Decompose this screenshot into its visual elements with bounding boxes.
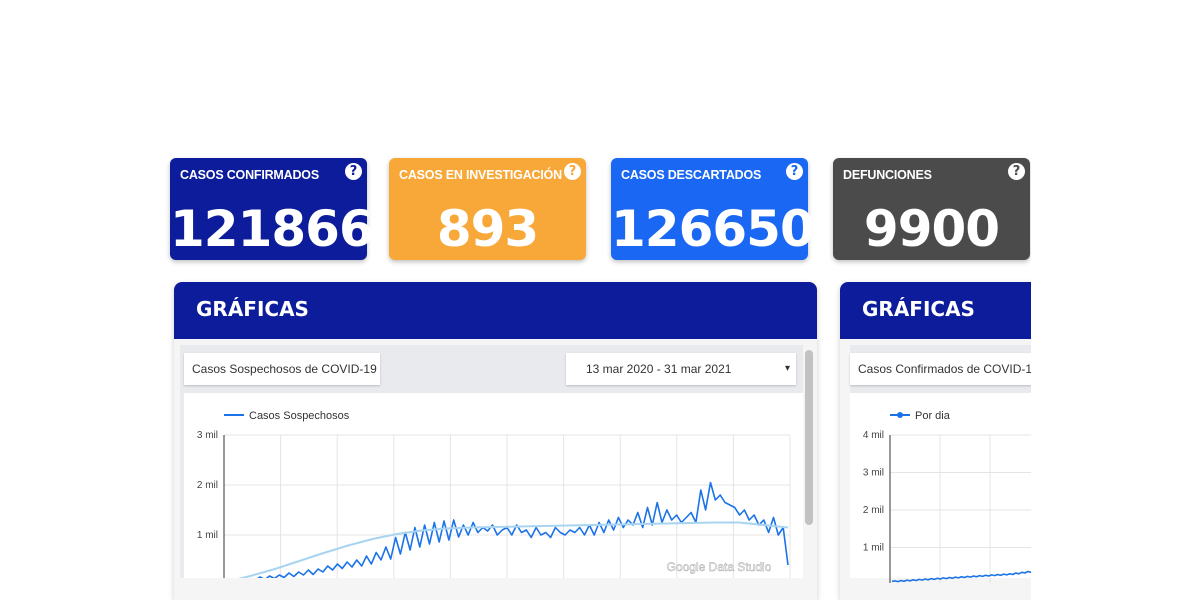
help-icon[interactable]: ? xyxy=(786,163,803,180)
y-tick-label: 2 mil xyxy=(863,505,884,516)
help-icon[interactable]: ? xyxy=(345,163,362,180)
investigation-cases-card: CASOS EN INVESTIGACIÓN ? 893 xyxy=(389,158,586,260)
investigation-cases-value: 893 xyxy=(436,200,539,258)
data-studio-embed: Casos Confirmados de COVID-19 4 mil 3 mil… xyxy=(850,345,1040,583)
confirmed-cases-title: CASOS CONFIRMADOS xyxy=(180,168,319,182)
chart-area: 3 mil 2 mil 1 mil Casos Sospechosos Google D… xyxy=(184,393,803,584)
chevron-down-icon: ▾ xyxy=(784,363,790,374)
confirmed-cases-value: 121866 xyxy=(170,200,374,258)
scrollbar[interactable] xyxy=(805,350,813,525)
chart-area: 4 mil 3 mil 2 mil 1 mil Por dia xyxy=(850,393,1040,583)
panel-footer xyxy=(174,578,817,600)
panel-title: GRÁFICAS xyxy=(174,282,817,339)
chart-selector[interactable]: Casos Confirmados de COVID-19 xyxy=(850,353,1040,385)
charts-panel-suspected: GRÁFICAS Casos Sospechosos de COVID-19 1… xyxy=(174,282,817,600)
y-tick-label: 4 mil xyxy=(863,430,884,441)
chart-selector[interactable]: Casos Sospechosos de COVID-19 xyxy=(184,353,380,385)
y-tick-label: 3 mil xyxy=(863,468,884,479)
page-background xyxy=(1031,0,1200,600)
charts-panel-confirmed: GRÁFICAS Casos Confirmados de COVID-19 4… xyxy=(840,282,1040,600)
legend-label: Por dia xyxy=(915,410,951,422)
y-tick-label: 1 mil xyxy=(863,543,884,554)
y-tick-label: 1 mil xyxy=(197,530,218,541)
legend-marker xyxy=(897,412,903,418)
data-studio-embed: Casos Sospechosos de COVID-19 13 mar 202… xyxy=(180,345,803,584)
date-range-selector[interactable]: 13 mar 2020 - 31 mar 2021 ▾ xyxy=(566,353,796,385)
deaths-card: DEFUNCIONES ? 9900 xyxy=(833,158,1030,260)
legend-label: Casos Sospechosos xyxy=(249,410,350,422)
confirmed-cases-card: CASOS CONFIRMADOS ? 121866 xyxy=(170,158,374,260)
deaths-title: DEFUNCIONES xyxy=(843,168,932,182)
watermark: Google Data Studio xyxy=(667,560,772,574)
help-icon[interactable]: ? xyxy=(564,163,581,180)
confirmed-cases-chart: 4 mil 3 mil 2 mil 1 mil Por dia xyxy=(863,410,1040,583)
date-range-label: 13 mar 2020 - 31 mar 2021 xyxy=(586,362,732,376)
y-tick-label: 2 mil xyxy=(197,480,218,491)
help-icon[interactable]: ? xyxy=(1008,163,1025,180)
discarded-cases-card: CASOS DESCARTADOS ? 126650 xyxy=(611,158,815,260)
discarded-cases-title: CASOS DESCARTADOS xyxy=(621,168,762,182)
discarded-cases-value: 126650 xyxy=(611,200,815,258)
suspected-cases-chart: 3 mil 2 mil 1 mil Casos Sospechosos Google D… xyxy=(197,410,791,584)
trend-line xyxy=(225,521,789,583)
panel-title: GRÁFICAS xyxy=(840,282,1040,339)
series-line xyxy=(891,569,1040,583)
deaths-value: 9900 xyxy=(863,200,1000,258)
y-tick-label: 3 mil xyxy=(197,430,218,441)
investigation-cases-title: CASOS EN INVESTIGACIÓN xyxy=(399,168,562,182)
